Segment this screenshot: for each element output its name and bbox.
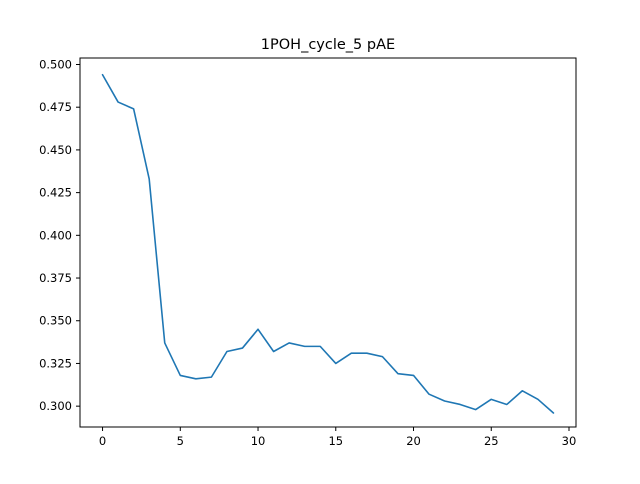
plot-area-frame [79, 57, 577, 428]
y-tick-label: 0.425 [39, 186, 72, 200]
x-tick-label: 0 [99, 434, 106, 448]
x-tick-label: 25 [484, 434, 499, 448]
y-tick-label: 0.475 [39, 100, 72, 114]
y-tick-label: 0.325 [39, 356, 72, 370]
y-tick-label: 0.400 [39, 228, 72, 242]
x-tick-label: 15 [328, 434, 343, 448]
y-tick-label: 0.300 [39, 399, 72, 413]
x-axis: 0 5 10 15 20 25 30 [99, 427, 576, 448]
y-tick-label: 0.375 [39, 271, 72, 285]
y-tick-label: 0.450 [39, 143, 72, 157]
x-tick-label: 5 [177, 434, 184, 448]
y-axis: 0.300 0.325 0.350 0.375 0.400 0.425 0.450 0.475… [39, 57, 80, 413]
plot-series [101, 73, 555, 414]
x-tick-label: 20 [406, 434, 421, 448]
x-tick-label: 10 [251, 434, 266, 448]
y-tick-label: 0.500 [39, 57, 72, 71]
series-line [101, 73, 555, 414]
chart-title: 1POH_cycle_5 pAE [261, 37, 395, 53]
y-tick-label: 0.350 [39, 314, 72, 328]
x-tick-label: 30 [562, 434, 577, 448]
